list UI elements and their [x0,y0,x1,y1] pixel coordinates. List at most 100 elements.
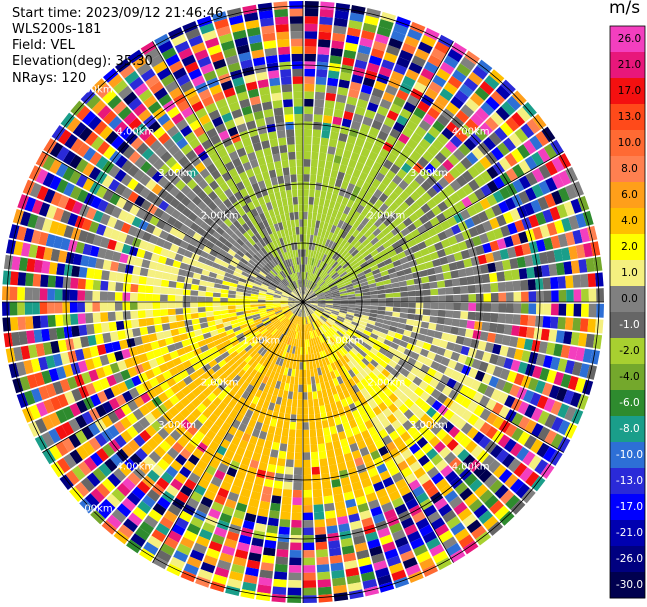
velocity-gate [344,232,352,242]
velocity-gate [317,298,326,301]
velocity-gate [224,498,237,510]
velocity-gate [436,317,446,325]
velocity-gate [189,549,205,562]
velocity-gate [246,334,255,342]
velocity-gate [398,133,410,145]
velocity-gate [314,287,321,293]
velocity-gate [167,287,176,295]
velocity-gate [60,352,70,365]
velocity-gate [444,184,456,196]
velocity-gate [407,290,416,297]
velocity-gate [114,302,123,311]
velocity-gate [232,210,242,220]
velocity-gate [303,384,308,393]
velocity-gate [410,351,420,361]
velocity-gate [280,280,287,287]
velocity-gate [262,236,270,245]
velocity-gate [327,184,335,193]
velocity-gate [503,324,513,335]
velocity-gate [157,427,170,440]
velocity-gate [359,321,368,327]
velocity-gate [514,128,529,143]
velocity-gate [221,284,230,290]
velocity-gate [151,420,163,432]
velocity-gate [472,235,482,247]
velocity-gate [309,293,316,298]
velocity-gate [289,16,303,24]
velocity-gate [229,570,244,582]
velocity-gate [441,264,451,273]
velocity-gate [181,207,192,218]
velocity-gate [155,355,166,366]
velocity-gate [479,122,494,136]
velocity-gate [266,324,274,331]
velocity-gate [215,123,227,134]
velocity-gate [95,223,107,236]
velocity-gate [290,527,302,536]
velocity-gate [388,249,397,258]
velocity-gate [479,233,490,244]
velocity-gate [237,216,246,226]
velocity-gate [503,357,514,370]
velocity-gate [183,313,192,321]
velocity-gate [151,171,164,183]
velocity-gate [273,1,288,10]
velocity-gate [364,109,376,120]
velocity-gate [208,109,221,121]
velocity-gate [311,265,315,274]
velocity-gate [347,294,356,298]
velocity-gate [247,201,256,211]
velocity-gate [325,517,337,527]
velocity-gate [432,258,442,267]
velocity-gate [210,476,223,488]
velocity-gate [333,334,340,342]
velocity-gate [344,280,353,286]
velocity-gate [304,53,316,62]
velocity-gate [286,275,292,283]
velocity-gate [521,350,531,363]
velocity-gate [289,345,294,354]
velocity-gate [344,428,354,438]
velocity-gate [288,302,296,305]
velocity-gate [307,289,312,296]
velocity-gate [310,250,314,258]
velocity-gate [244,286,253,291]
velocity-gate [579,227,591,243]
velocity-gate [212,292,221,298]
velocity-gate [361,264,370,272]
velocity-gate [308,338,313,347]
velocity-gate [293,474,302,483]
velocity-gate [266,273,274,280]
velocity-gate [355,302,364,306]
velocity-gate [345,459,356,470]
velocity-gate [193,126,206,138]
velocity-gate [214,18,229,30]
velocity-gate [338,203,346,213]
velocity-gate [304,279,307,288]
velocity-gate [78,126,93,142]
velocity-gate [54,289,63,301]
velocity-gate [227,442,238,453]
velocity-gate [334,332,342,340]
velocity-gate [145,285,154,294]
velocity-gate [414,408,426,420]
velocity-gate [378,19,394,30]
velocity-gate [307,219,312,228]
velocity-gate [593,256,603,272]
velocity-gate [99,291,108,301]
velocity-gate [355,307,363,312]
velocity-gate [467,165,480,179]
velocity-gate [265,296,274,299]
velocity-gate [374,386,383,396]
velocity-gate [263,384,271,394]
velocity-gate [193,173,204,184]
velocity-gate [314,267,319,275]
velocity-gate [265,294,274,298]
velocity-gate [242,298,251,302]
velocity-gate [78,324,88,336]
velocity-gate [440,356,451,367]
velocity-gate [257,365,265,374]
velocity-gate [169,394,180,406]
velocity-gate [185,113,198,125]
velocity-gate [235,298,243,302]
